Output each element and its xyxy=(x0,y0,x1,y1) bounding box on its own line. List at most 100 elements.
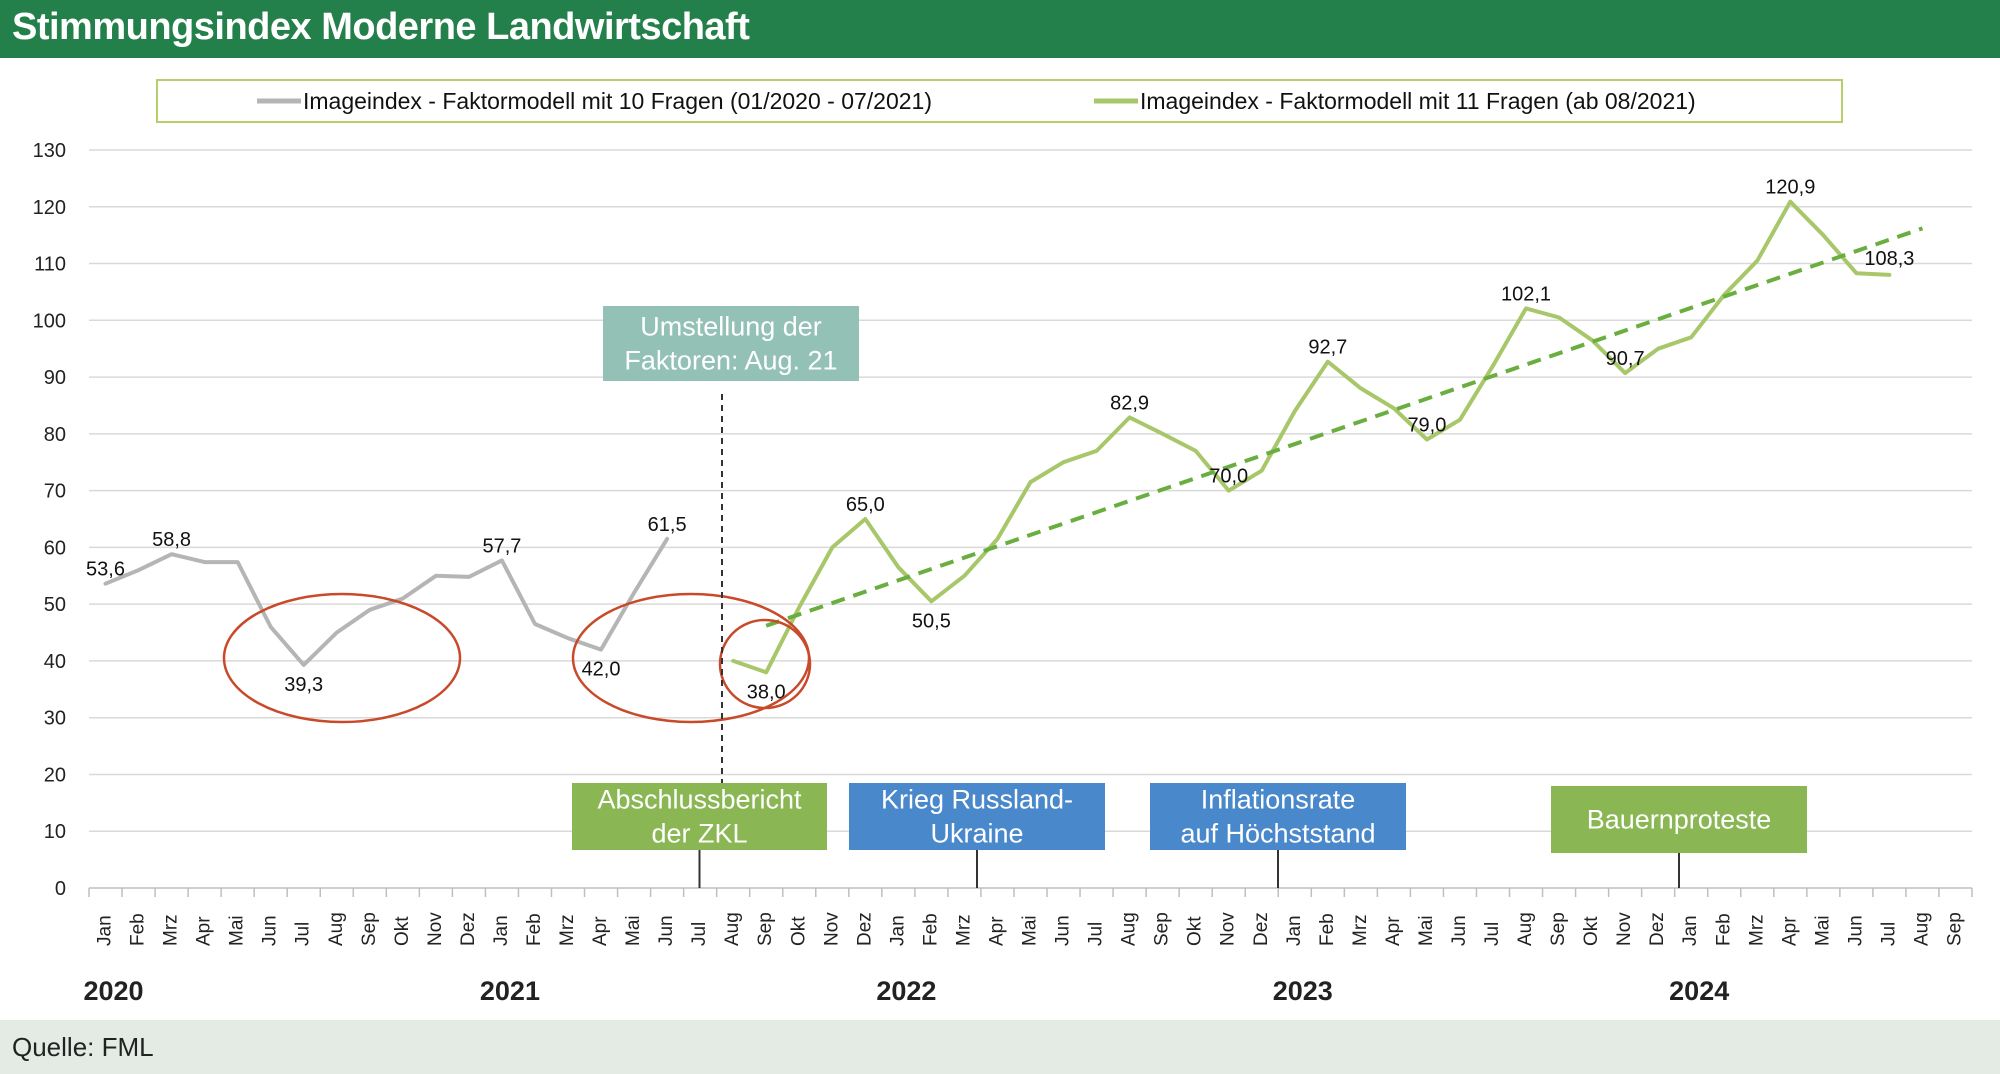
month-label: Sep xyxy=(1548,912,1569,946)
data-label: 65,0 xyxy=(846,494,885,516)
month-label: Jul xyxy=(1086,922,1107,946)
month-label: Apr xyxy=(1779,916,1800,946)
month-label: Aug xyxy=(1515,912,1536,946)
month-label: Jan xyxy=(491,915,512,946)
data-label: 79,0 xyxy=(1407,415,1446,437)
month-label: Mrz xyxy=(953,914,974,946)
month-label: Feb xyxy=(128,913,149,946)
y-tick-label: 130 xyxy=(33,140,66,162)
data-label: 57,7 xyxy=(482,535,521,557)
annotation-text: Abschlussbericht xyxy=(597,785,802,815)
month-label: Jun xyxy=(1449,915,1470,946)
y-tick-label: 70 xyxy=(44,481,66,503)
month-label: Aug xyxy=(1119,912,1140,946)
title-bar: Stimmungsindex Moderne Landwirtschaft xyxy=(0,0,2000,58)
y-tick-label: 100 xyxy=(33,310,66,332)
annotation-text: Bauernproteste xyxy=(1587,805,1772,835)
month-label: Mai xyxy=(1416,915,1437,946)
y-tick-label: 40 xyxy=(44,651,66,673)
y-tick-label: 20 xyxy=(44,764,66,786)
month-label: Aug xyxy=(722,912,743,946)
data-label: 92,7 xyxy=(1308,337,1347,359)
y-tick-label: 0 xyxy=(55,878,66,900)
y-tick-label: 120 xyxy=(33,197,66,219)
data-label: 58,8 xyxy=(152,529,191,551)
data-label: 38,0 xyxy=(747,681,786,703)
month-label: Apr xyxy=(1383,916,1404,946)
month-label: Jan xyxy=(887,915,908,946)
data-label: 42,0 xyxy=(582,659,621,681)
y-tick-label: 90 xyxy=(44,367,66,389)
annotation-text: Krieg Russland- xyxy=(881,785,1073,815)
month-label: Aug xyxy=(326,912,347,946)
month-label: Jul xyxy=(293,922,314,946)
annotation-text: Ukraine xyxy=(930,819,1023,849)
annotation-box-krieg xyxy=(849,783,1105,850)
month-label: Jan xyxy=(1284,915,1305,946)
month-label: Mai xyxy=(623,915,644,946)
month-label: Nov xyxy=(1218,912,1239,946)
chart: 0 10 20 30 40 50 60 70 80 90 100 110 120 130 Jan Feb Mrz… xyxy=(33,79,1973,1006)
month-label: Okt xyxy=(392,916,413,946)
highlight-ellipse xyxy=(222,592,462,724)
month-label: Okt xyxy=(788,916,809,946)
year-label: 2022 xyxy=(876,976,936,1006)
source-footer: Quelle: FML xyxy=(0,1020,2000,1074)
month-label: Mai xyxy=(227,915,248,946)
year-label: 2024 xyxy=(1669,976,1729,1006)
month-label: Mrz xyxy=(1350,914,1371,946)
annotation-box-bauern xyxy=(1551,786,1807,853)
month-label: Dez xyxy=(854,912,875,946)
month-label: Sep xyxy=(1152,912,1173,946)
month-label: Jan xyxy=(1680,915,1701,946)
page-title: Stimmungsindex Moderne Landwirtschaft xyxy=(12,6,750,48)
y-tick-label: 110 xyxy=(34,254,66,276)
y-tick-label: 60 xyxy=(44,537,66,559)
annotation-box-zkl xyxy=(572,783,827,850)
source-label: Quelle: FML xyxy=(12,1032,154,1062)
month-label: Mai xyxy=(1812,915,1833,946)
month-label: Mai xyxy=(1020,915,1041,946)
month-label: Nov xyxy=(821,912,842,946)
year-label: 2023 xyxy=(1273,976,1333,1006)
annotation-text: Umstellung der xyxy=(640,312,822,342)
year-label: 2021 xyxy=(480,976,540,1006)
data-label: 108,3 xyxy=(1864,248,1914,270)
annotation-text: auf Höchststand xyxy=(1180,819,1375,849)
month-label: Feb xyxy=(920,913,941,946)
data-label: 50,5 xyxy=(912,610,951,632)
data-label: 70,0 xyxy=(1209,466,1248,488)
month-label: Jun xyxy=(1845,915,1866,946)
month-label: Mrz xyxy=(1746,914,1767,946)
month-label: Apr xyxy=(986,916,1007,946)
data-label: 82,9 xyxy=(1110,392,1149,414)
month-label: Feb xyxy=(524,913,545,946)
trend-line xyxy=(765,226,1924,628)
data-label: 53,6 xyxy=(86,559,125,581)
y-tick-label: 10 xyxy=(44,821,66,843)
month-label: Dez xyxy=(1647,912,1668,946)
highlight-ellipse xyxy=(718,618,812,710)
data-label: 61,5 xyxy=(648,514,687,536)
month-label: Dez xyxy=(1251,912,1272,946)
month-label: Jun xyxy=(260,915,281,946)
month-label: Apr xyxy=(590,916,611,946)
month-label: Sep xyxy=(1944,912,1965,946)
month-label: Sep xyxy=(755,912,776,946)
data-label: 39,3 xyxy=(284,674,323,696)
annotation-text: Inflationsrate xyxy=(1201,785,1356,815)
annotation-box-inflation xyxy=(1150,783,1406,850)
annotation-box-umstellung xyxy=(603,306,859,381)
y-tick-label: 50 xyxy=(44,594,66,616)
month-label: Aug xyxy=(1911,912,1932,946)
month-label: Jun xyxy=(1053,915,1074,946)
annotation-text: der ZKL xyxy=(651,819,747,849)
month-label: Jun xyxy=(656,915,677,946)
month-label: Nov xyxy=(425,912,446,946)
legend-box xyxy=(156,79,1843,123)
month-label: Feb xyxy=(1317,913,1338,946)
data-label: 102,1 xyxy=(1501,283,1551,305)
month-label: Mrz xyxy=(557,914,578,946)
legend-label: Imageindex - Faktormodell mit 10 Fragen … xyxy=(303,88,932,114)
annotation-text: Faktoren: Aug. 21 xyxy=(624,346,837,376)
